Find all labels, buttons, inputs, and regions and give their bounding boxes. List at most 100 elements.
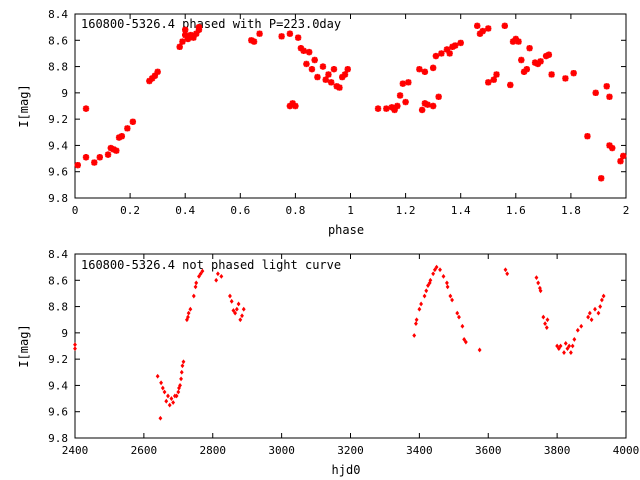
data-point	[402, 98, 409, 106]
data-point	[185, 317, 189, 323]
data-point	[548, 71, 555, 78]
data-point	[178, 383, 182, 388]
data-point	[556, 346, 561, 352]
data-point	[589, 317, 594, 323]
data-point	[544, 325, 549, 330]
data-point	[190, 34, 197, 41]
data-point	[562, 350, 566, 355]
y-tick-label: 8.8	[48, 301, 68, 314]
data-point	[426, 283, 430, 288]
data-point	[164, 398, 169, 404]
plot-frame	[74, 253, 627, 439]
y-tick-label: 8.4	[48, 8, 68, 21]
x-axis-label: hjd0	[332, 463, 361, 477]
data-point	[314, 73, 321, 81]
data-point	[96, 154, 103, 161]
data-point	[286, 102, 294, 110]
data-point	[485, 25, 492, 32]
data-point	[374, 105, 382, 112]
data-point	[297, 44, 305, 52]
data-point	[412, 333, 417, 338]
chart-title: 160800-5326.4 not phased light curve	[81, 258, 341, 272]
data-point	[542, 52, 550, 60]
y-tick-label: 8.8	[48, 61, 68, 74]
data-point	[443, 46, 451, 53]
data-point	[435, 93, 442, 100]
data-point	[159, 380, 164, 386]
data-point	[179, 38, 186, 45]
data-point	[184, 35, 192, 43]
data-point	[584, 133, 591, 140]
data-point	[545, 317, 550, 323]
data-point	[187, 31, 194, 39]
data-point	[457, 314, 461, 320]
data-point	[460, 323, 465, 329]
y-tick-label: 9.6	[48, 406, 68, 419]
phased-light-curve-panel: 160800-5326.4 phased with P=223.0day pha…	[17, 8, 629, 237]
data-point	[166, 393, 170, 399]
data-point	[308, 66, 316, 73]
data-point	[493, 71, 500, 78]
data-point	[289, 100, 296, 107]
data-point	[531, 59, 539, 66]
x-tick-label: 1.2	[396, 204, 416, 217]
data-point	[179, 369, 184, 375]
data-point	[158, 415, 163, 421]
x-tick-label: 3600	[475, 444, 502, 457]
data-point	[319, 63, 327, 70]
data-point	[155, 373, 160, 379]
x-tick-label: 0	[72, 204, 79, 217]
x-tick-label: 3400	[406, 444, 433, 457]
data-point	[451, 42, 459, 49]
data-point	[344, 66, 351, 73]
data-point	[592, 89, 599, 97]
x-tick-label: 1.6	[506, 204, 526, 217]
data-point	[186, 314, 190, 320]
data-point	[476, 30, 484, 37]
data-point	[322, 76, 329, 83]
data-point	[587, 310, 592, 316]
y-tick-label: 9.8	[48, 432, 68, 445]
data-point	[110, 146, 117, 153]
data-point	[523, 66, 531, 73]
y-axis-label: I[mag]	[17, 324, 31, 367]
data-point	[609, 144, 616, 152]
data-point	[485, 79, 492, 86]
data-point	[214, 277, 219, 283]
data-point	[422, 293, 427, 299]
data-point	[421, 68, 429, 76]
data-point	[191, 293, 196, 299]
data-point	[182, 31, 189, 39]
data-point	[518, 56, 525, 64]
data-point	[74, 161, 81, 169]
data-point	[256, 30, 263, 37]
data-point	[234, 306, 239, 312]
data-point	[236, 301, 241, 307]
data-point	[171, 400, 176, 405]
data-point	[599, 297, 604, 303]
data-point	[113, 147, 120, 154]
x-tick-label: 3800	[544, 444, 571, 457]
x-tick-label: 0.2	[120, 204, 140, 217]
y-tick-label: 9.4	[48, 379, 68, 392]
data-point	[154, 68, 161, 76]
data-point	[195, 23, 203, 31]
y-tick-label: 9.2	[48, 113, 68, 126]
y-tick-label: 9	[61, 87, 68, 100]
data-point	[182, 26, 189, 33]
data-point	[198, 271, 203, 277]
data-point	[414, 321, 418, 327]
data-point	[311, 56, 318, 64]
data-point	[167, 402, 172, 408]
data-point	[383, 105, 390, 112]
data-point	[434, 264, 439, 270]
data-point	[424, 101, 431, 108]
data-point	[73, 342, 77, 348]
data-point	[429, 64, 437, 72]
data-point	[333, 83, 340, 90]
data-point	[598, 304, 603, 309]
data-point	[568, 350, 573, 355]
data-point	[151, 72, 159, 79]
data-point	[462, 337, 467, 342]
data-point	[572, 337, 577, 342]
